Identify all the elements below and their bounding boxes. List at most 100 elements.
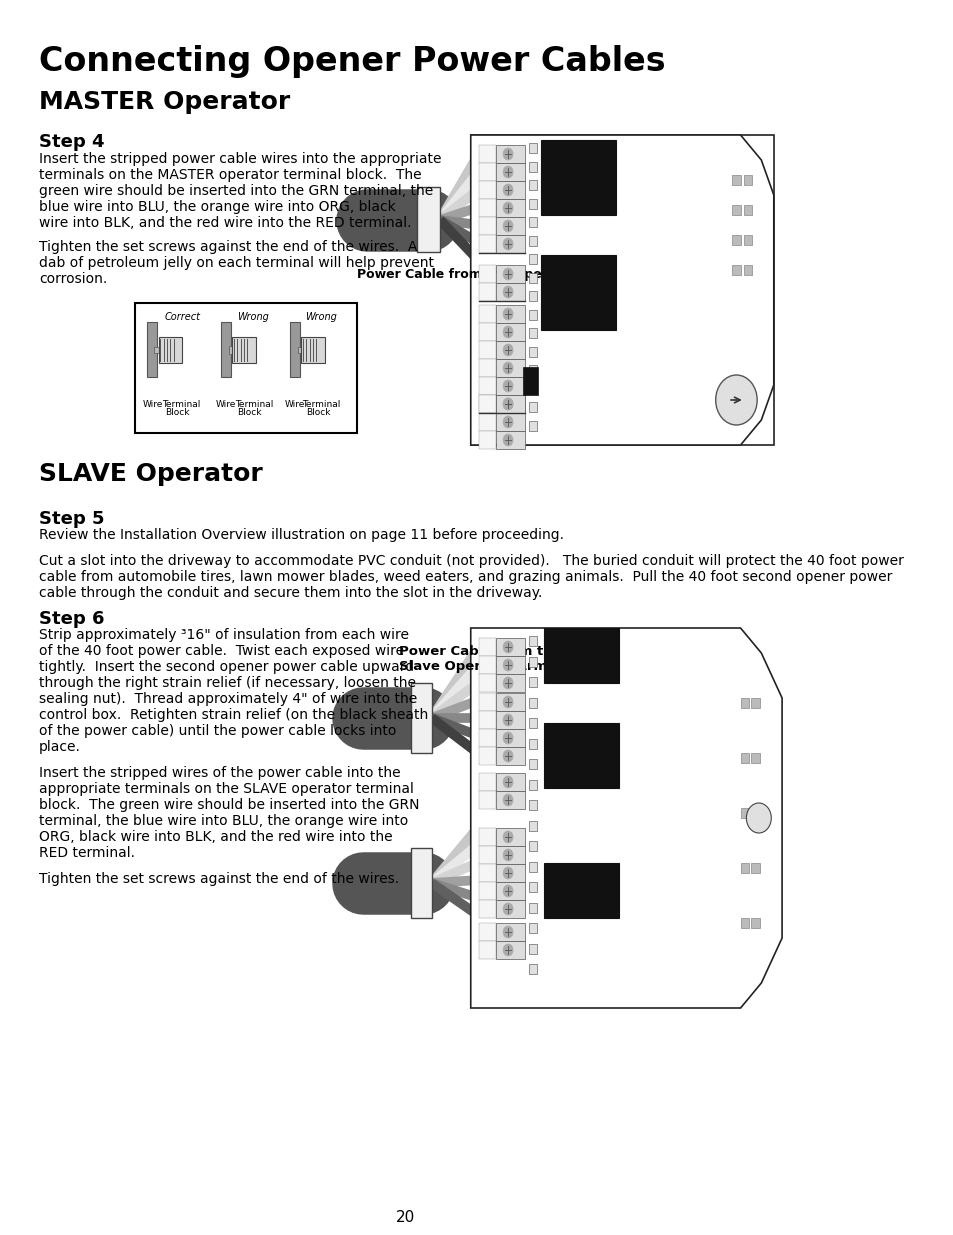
Polygon shape [470,135,773,445]
Circle shape [502,944,513,956]
Circle shape [502,732,513,743]
Bar [522,367,537,395]
Bar [496,941,524,960]
Text: Connecting Opener Power Cables: Connecting Opener Power Cables [39,44,665,78]
Text: Slave Operator Arm: Slave Operator Arm [398,659,546,673]
Text: Block: Block [237,408,262,417]
Bar [496,846,524,864]
Circle shape [502,903,513,915]
Bar [496,747,524,764]
Bar [478,638,496,656]
Bar [496,182,524,199]
Bar [496,773,524,790]
Circle shape [502,380,513,391]
Bar [478,827,496,846]
Bar [496,377,524,395]
Text: block.  The green wire should be inserted into the GRN: block. The green wire should be inserted… [39,798,419,811]
Bar [290,322,299,377]
Text: terminals on the MASTER operator terminal block.  The: terminals on the MASTER operator termina… [39,168,421,182]
Bar [478,235,496,253]
Bar [528,403,537,412]
Bar [743,205,751,215]
Bar [478,773,496,790]
Bar [478,395,496,412]
Bar [528,760,537,769]
Bar [478,900,496,918]
Bar [528,657,537,667]
Bar [528,965,537,974]
Text: Block: Block [165,408,190,417]
Text: Insert the stripped wires of the power cable into the: Insert the stripped wires of the power c… [39,766,400,781]
Text: Terminal: Terminal [302,400,340,409]
Bar [740,753,748,763]
Bar [496,305,524,324]
Bar [478,923,496,941]
Bar [528,779,537,789]
Text: place.: place. [39,740,81,755]
Bar [478,324,496,341]
Text: Wrong: Wrong [304,312,336,322]
Bar [229,346,246,354]
Text: Wire: Wire [143,400,163,409]
Bar [158,337,182,363]
Bar [478,341,496,359]
Bar [496,324,524,341]
Bar [543,722,618,788]
Bar [496,638,524,656]
Bar [301,337,324,363]
Bar [496,900,524,918]
Bar [528,217,537,227]
Circle shape [502,203,513,214]
Bar [540,140,616,215]
Bar [751,698,759,708]
Bar [528,199,537,209]
Bar [411,848,432,918]
Bar [528,420,537,431]
Circle shape [502,220,513,232]
Bar [153,347,172,353]
Text: corrosion.: corrosion. [39,272,107,287]
Bar [740,698,748,708]
Bar [732,205,740,215]
Circle shape [502,867,513,879]
Circle shape [502,776,513,788]
Bar [496,790,524,809]
Bar [478,144,496,163]
Bar [743,175,751,185]
Circle shape [502,148,513,161]
Bar [147,322,156,377]
Text: Cut a slot into the driveway to accommodate PVC conduit (not provided).   The bu: Cut a slot into the driveway to accommod… [39,555,902,568]
Bar [543,863,618,918]
Bar [496,729,524,747]
Circle shape [502,677,513,689]
Circle shape [502,885,513,897]
Bar [233,337,255,363]
Bar [528,677,537,687]
Polygon shape [470,629,781,1008]
Circle shape [502,416,513,429]
Bar [528,273,537,283]
Bar [496,864,524,882]
Bar [496,827,524,846]
Bar [496,217,524,235]
Bar [478,283,496,301]
Text: Wire: Wire [215,400,236,409]
Circle shape [715,375,757,425]
Bar [751,918,759,927]
Bar [478,377,496,395]
Text: tightly.  Insert the second opener power cable upward: tightly. Insert the second opener power … [39,659,414,674]
Circle shape [502,398,513,410]
Bar [478,864,496,882]
Circle shape [502,831,513,844]
Circle shape [502,848,513,861]
Text: Wrong: Wrong [236,312,268,322]
Bar [743,235,751,245]
Text: Correct: Correct [164,312,200,322]
Bar [528,820,537,830]
Bar [470,135,773,445]
Circle shape [502,165,513,178]
Bar [496,359,524,377]
Text: Wire: Wire [285,400,305,409]
Bar [732,235,740,245]
Text: Block: Block [306,408,331,417]
